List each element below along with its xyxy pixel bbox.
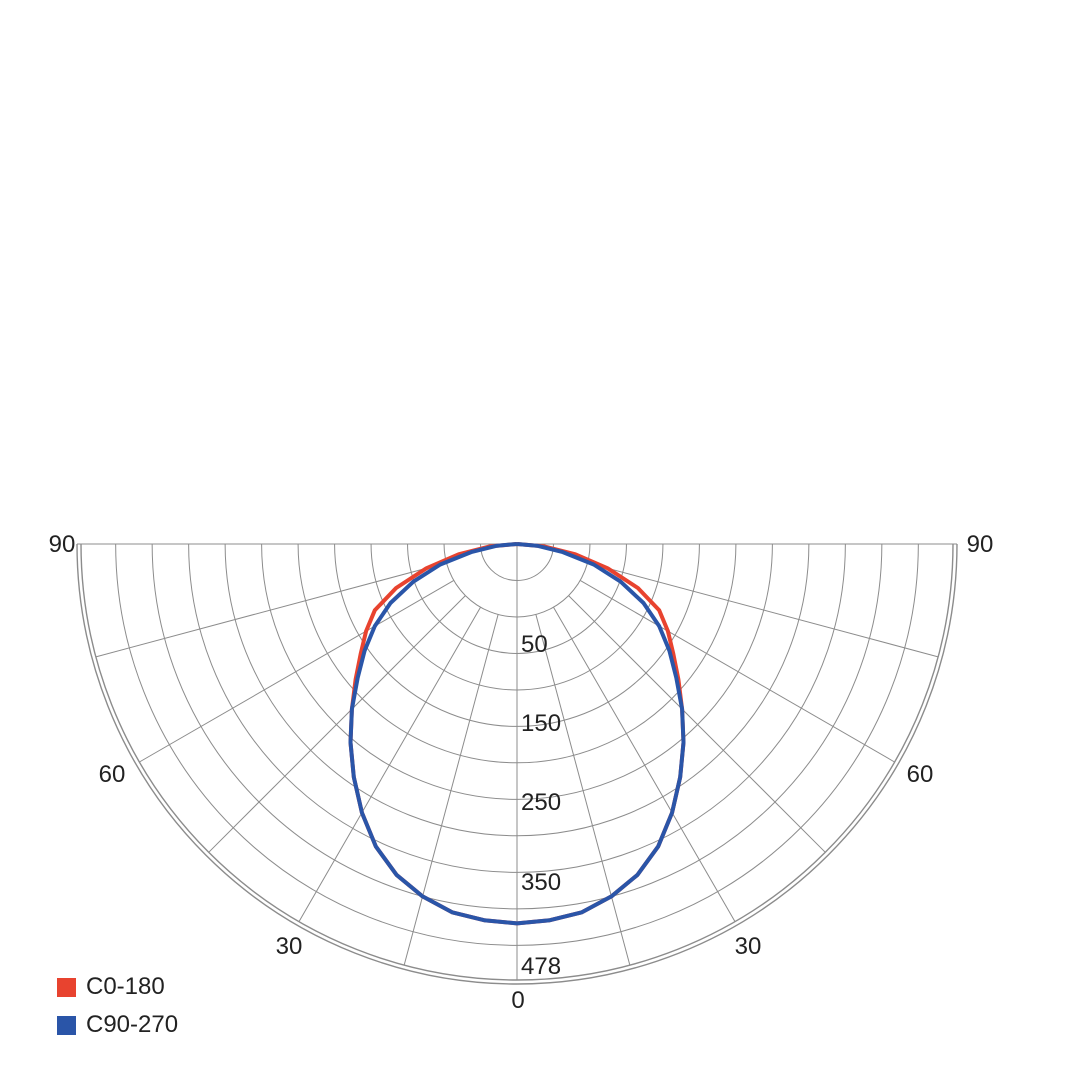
grid-spoke-l45 — [208, 595, 466, 853]
grid-outer-ring-2 — [76, 543, 958, 985]
legend-label-c90-270: C90-270 — [86, 1011, 179, 1038]
radial-label-350: 350 — [521, 869, 561, 896]
intensity-curves — [348, 542, 686, 926]
legend-item-c0-180: C0-180 — [57, 968, 178, 1006]
radial-label-150: 150 — [521, 710, 561, 737]
radial-label-50: 50 — [521, 631, 548, 658]
grid-spoke-r30 — [553, 606, 736, 922]
angle-label-0: 0 — [511, 987, 524, 1014]
polar-grid — [76, 543, 958, 985]
angle-label-right-60: 60 — [907, 761, 934, 788]
angle-label-left-60: 60 — [99, 761, 126, 788]
legend-swatch-c90-270 — [57, 1015, 76, 1035]
angle-tick-labels: 90 60 30 0 30 60 90 — [49, 531, 994, 1014]
angle-label-right-90: 90 — [967, 531, 994, 558]
grid-spoke-l15 — [403, 614, 499, 966]
angle-label-left-30: 30 — [276, 933, 303, 960]
radial-label-250: 250 — [521, 789, 561, 816]
legend-item-c90-270: C90-270 — [57, 1006, 178, 1044]
series-curve-c90-270 — [348, 542, 686, 926]
grid-spoke-l30 — [298, 606, 481, 922]
angle-label-left-90: 90 — [49, 531, 76, 558]
grid-spoke-r60 — [579, 580, 895, 763]
legend-swatch-c0-180 — [57, 977, 76, 997]
grid-spoke-r45 — [568, 595, 826, 853]
grid-spoke-r75 — [587, 562, 939, 658]
grid-spoke-l60 — [139, 580, 455, 763]
legend: C0-180 C90-270 — [57, 968, 178, 1044]
grid-spoke-r15 — [535, 614, 631, 966]
radial-label-478: 478 — [521, 953, 561, 980]
legend-label-c0-180: C0-180 — [86, 973, 165, 1000]
grid-spoke-l75 — [95, 562, 447, 658]
angle-label-right-30: 30 — [735, 933, 762, 960]
radial-tick-labels: 50 150 250 350 478 — [521, 631, 561, 980]
